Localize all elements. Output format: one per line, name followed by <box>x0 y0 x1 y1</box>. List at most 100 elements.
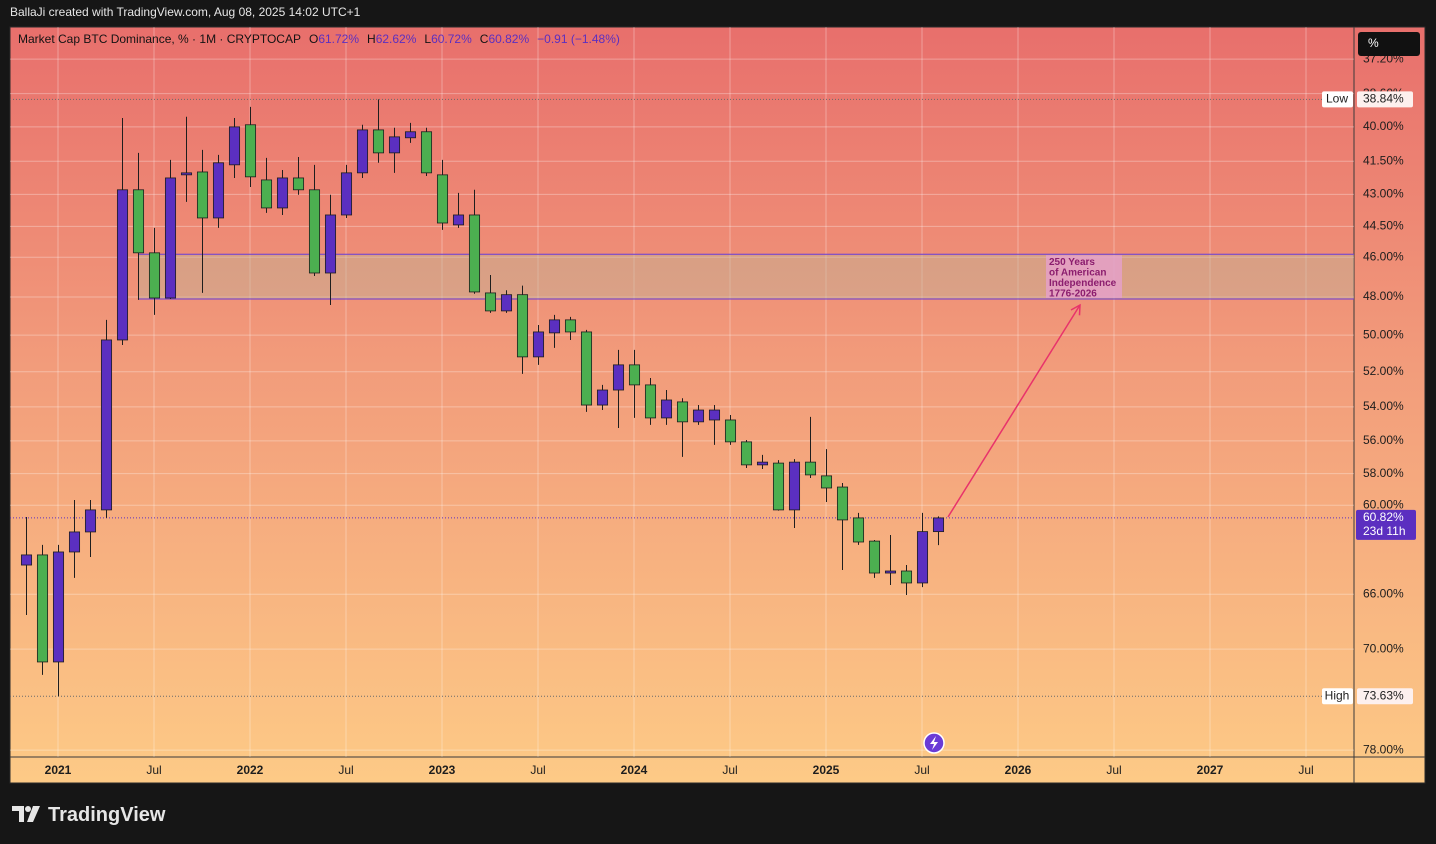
candle-body <box>228 126 241 166</box>
countdown: 23d 11h <box>1363 524 1406 538</box>
candle-body <box>372 129 385 154</box>
x-tick-label: Jul <box>914 763 929 777</box>
event-icon[interactable] <box>923 732 945 754</box>
x-tick-label: 2027 <box>1197 763 1224 777</box>
ohlc-value: 61.72% <box>318 32 359 46</box>
ohlc-value: 60.82% <box>488 32 529 46</box>
candle-body <box>500 294 513 312</box>
candle-body <box>772 462 785 511</box>
x-tick-label: Jul <box>146 763 161 777</box>
brand: TradingView <box>48 804 166 826</box>
candle-body <box>708 409 721 421</box>
annotation-text: Independence <box>1049 278 1117 289</box>
candle-body <box>916 531 929 584</box>
candle-body <box>628 364 641 386</box>
extreme-name: High <box>1325 688 1350 702</box>
candle-body <box>900 570 913 584</box>
y-tick-label: 54.00% <box>1363 399 1404 413</box>
x-tick-label: Jul <box>530 763 545 777</box>
extreme-value: 38.84% <box>1363 92 1404 106</box>
y-tick-label: 50.00% <box>1363 327 1404 341</box>
candle-body <box>292 177 305 191</box>
extreme-value-box <box>1357 688 1413 705</box>
candle-body <box>452 214 465 226</box>
candle-body <box>692 409 705 423</box>
x-tick-label: 2021 <box>45 763 72 777</box>
candle-body <box>436 174 449 224</box>
ohlc-value: 60.72% <box>431 32 472 46</box>
candle-body <box>484 292 497 312</box>
ohlc-key: L <box>424 32 431 46</box>
candle-body <box>388 136 401 154</box>
annotation-box <box>1046 255 1122 298</box>
candle-body <box>20 554 33 566</box>
x-tick-label: 2025 <box>813 763 840 777</box>
candle-body <box>276 177 289 209</box>
candle-body <box>340 172 353 216</box>
annotation-text: 250 Years <box>1049 257 1095 268</box>
candle-body <box>164 177 177 299</box>
candle-body <box>756 461 769 466</box>
y-tick-label: 78.00% <box>1363 742 1404 756</box>
x-tick-label: Jul <box>1298 763 1313 777</box>
candle-body <box>68 531 81 553</box>
y-tick-label: 60.00% <box>1363 497 1404 511</box>
candle-body <box>740 441 753 466</box>
candle-body <box>532 331 545 358</box>
candle-body <box>804 461 817 476</box>
y-tick-label: 66.00% <box>1363 586 1404 600</box>
candle-body <box>548 319 561 334</box>
candle-body <box>932 517 945 533</box>
candle-body <box>244 124 257 178</box>
x-tick-label: 2026 <box>1005 763 1032 777</box>
extreme-name: Low <box>1326 92 1348 106</box>
y-tick-label: 40.00% <box>1363 119 1404 133</box>
y-tick-label: 56.00% <box>1363 433 1404 447</box>
x-tick-label: 2024 <box>621 763 648 777</box>
unit-button[interactable] <box>1358 32 1420 56</box>
candle-body <box>324 214 337 274</box>
candle-body <box>180 172 193 176</box>
candle-body <box>852 517 865 543</box>
candle-body <box>36 554 49 663</box>
candle-body <box>884 570 897 574</box>
y-tick-label: 41.50% <box>1363 153 1404 167</box>
credit-line: BallaJi created with TradingView.com, Au… <box>10 5 361 19</box>
y-tick-label: 44.50% <box>1363 219 1404 233</box>
candle-body <box>676 401 689 423</box>
ohlc-key: H <box>367 32 376 46</box>
unit-button-label[interactable]: % <box>1368 36 1379 50</box>
candle-body <box>724 419 737 443</box>
ohlc-value: 62.62% <box>376 32 417 46</box>
candle-body <box>660 399 673 419</box>
change: −0.91 (−1.48%) <box>537 32 620 46</box>
legend-header: Market Cap BTC Dominance, % · 1M · CRYPT… <box>18 32 620 46</box>
x-tick-label: Jul <box>338 763 353 777</box>
candle-body <box>580 331 593 406</box>
last-price-box <box>1356 509 1416 540</box>
x-tick-label: 2022 <box>237 763 264 777</box>
candle-body <box>308 189 321 274</box>
candle-body <box>52 551 65 663</box>
axes: 37.20%38.60%40.00%41.50%43.00%44.50%46.0… <box>45 51 1416 777</box>
candle-body <box>644 384 657 419</box>
candle-body <box>132 189 145 254</box>
annotation-text: 1776-2026 <box>1049 288 1097 299</box>
candle-body <box>468 214 481 293</box>
ohlc-key: C <box>480 32 489 46</box>
candle-body <box>404 131 417 139</box>
candle-body <box>148 252 161 299</box>
candles <box>20 99 945 697</box>
extreme-tag <box>1322 688 1353 705</box>
zone-layer <box>138 253 1354 300</box>
y-tick-label: 70.00% <box>1363 641 1404 655</box>
candle-body <box>84 509 97 533</box>
annotation-text: of American <box>1049 267 1106 278</box>
x-tick-label: Jul <box>722 763 737 777</box>
zone <box>138 254 1354 299</box>
extreme-value-box <box>1357 91 1413 108</box>
extreme-tag <box>1322 91 1353 108</box>
projection-arrow <box>947 303 1081 518</box>
